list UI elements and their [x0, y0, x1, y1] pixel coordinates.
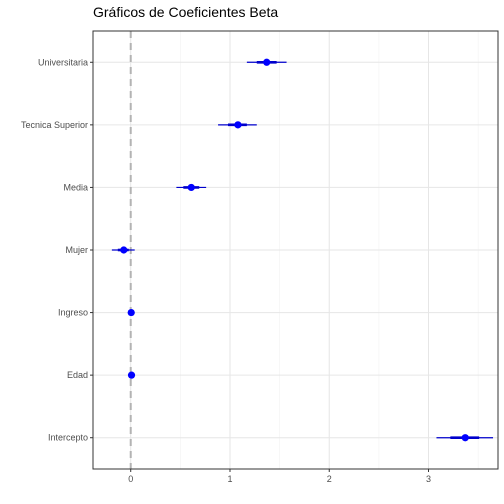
x-tick-label: 2 [327, 474, 332, 484]
estimate-point [128, 372, 135, 379]
estimate-point [234, 121, 241, 128]
estimate-point [263, 59, 270, 66]
y-axis: Universitaria Tecnica Superior Media Mujer I… [21, 57, 93, 442]
y-tick-label: Tecnica Superior [21, 120, 88, 130]
y-tick-label: Universitaria [38, 57, 88, 67]
x-tick-label: 3 [426, 474, 431, 484]
estimate-point [188, 184, 195, 191]
chart-title: Gráficos de Coeficientes Beta [93, 4, 278, 20]
y-tick-label: Edad [67, 370, 88, 380]
x-tick-label: 0 [128, 474, 133, 484]
y-tick-label: Media [63, 182, 88, 192]
x-tick-label: 1 [227, 474, 232, 484]
estimate-point [462, 434, 469, 441]
y-tick-label: Intercepto [48, 433, 88, 443]
major-gridlines [93, 31, 498, 469]
estimate-point [128, 309, 135, 316]
y-tick-label: Ingreso [58, 308, 88, 318]
x-axis: 0 1 2 3 [128, 469, 431, 484]
estimate-point [120, 246, 127, 253]
y-tick-label: Mujer [65, 245, 88, 255]
